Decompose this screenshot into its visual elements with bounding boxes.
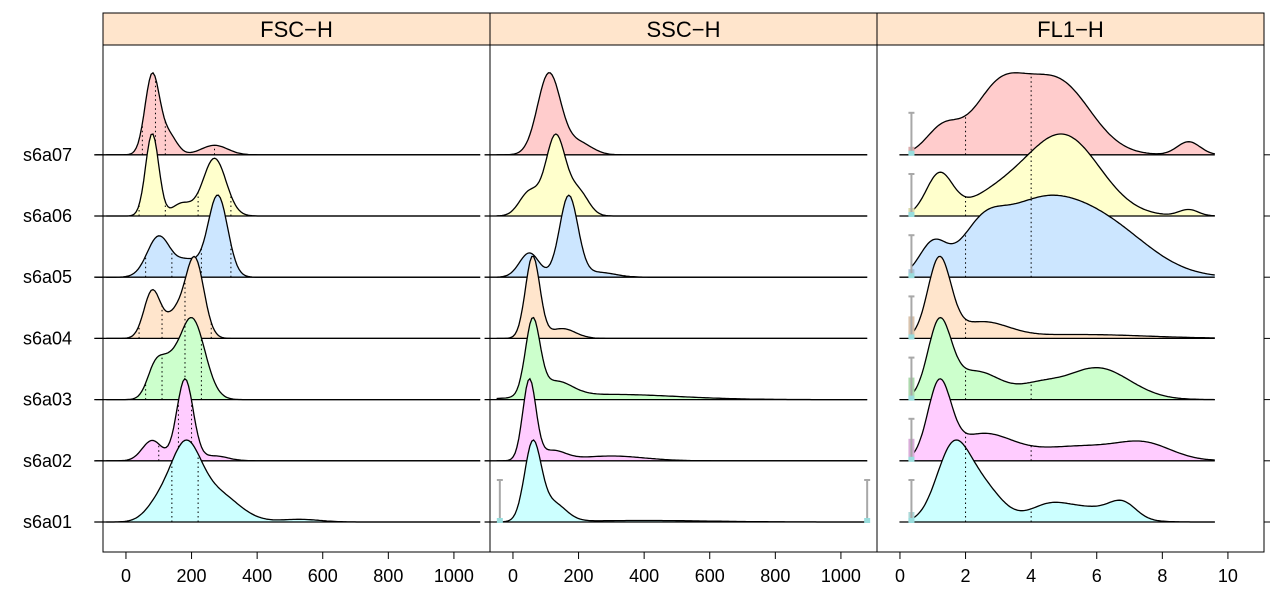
whisker-point (908, 273, 915, 279)
x-tick-label: 600 (695, 566, 725, 586)
row-label-s6a06: s6a06 (23, 206, 72, 226)
ridge-s6a01 (94, 439, 481, 523)
density-fill (106, 317, 481, 400)
whisker-point (908, 334, 915, 340)
row-label-s6a05: s6a05 (23, 267, 72, 287)
x-tick-label: 1000 (821, 566, 861, 586)
whisker-point (908, 518, 915, 523)
density-line (910, 316, 1215, 401)
x-tick-label: 8 (1157, 566, 1167, 586)
density-fill (911, 134, 1215, 216)
panel-1: FSC−H (94, 12, 491, 553)
panel-strip (876, 12, 1265, 46)
panel-strip-label: FSC−H (260, 17, 333, 42)
density-fill (106, 440, 481, 522)
row-label-s6a07: s6a07 (23, 145, 72, 165)
row-label-s6a02: s6a02 (23, 451, 72, 471)
whisker-point (908, 456, 915, 462)
ridge-s6a06 (484, 133, 868, 217)
density-line (910, 255, 1215, 339)
panel-2: SSC−H (484, 12, 878, 553)
ridge-s6a06 (94, 133, 481, 217)
x-tick-label: 4 (1026, 566, 1036, 586)
ridge-s6a01 (484, 439, 868, 523)
x-axis-2: 0 200 400 600 800 1000 (508, 552, 861, 586)
x-tick-label: 200 (564, 566, 594, 586)
x-tick-label: 2 (961, 566, 971, 586)
density-fill (911, 378, 1215, 461)
density-fill (106, 256, 481, 339)
x-tick-label: 600 (308, 566, 338, 586)
whisker-point (908, 150, 915, 156)
density-fill (106, 195, 481, 278)
x-axis-3: 0 2 4 6 8 10 (895, 552, 1238, 586)
density-fill (496, 440, 868, 522)
density-fill (106, 72, 481, 155)
row-label-s6a01: s6a01 (23, 512, 72, 532)
density-fill (496, 72, 868, 155)
ridge-s6a05 (94, 194, 481, 278)
whisker-point (908, 212, 915, 217)
density-fill (911, 195, 1215, 278)
x-tick-label: 0 (121, 566, 131, 586)
row-label-s6a03: s6a03 (23, 390, 72, 410)
x-tick-label: 10 (1218, 566, 1238, 586)
panel-border (876, 44, 1265, 553)
x-tick-label: 400 (629, 566, 659, 586)
panel-3: FL1−H (876, 12, 1265, 553)
ridge-s6a07 (94, 71, 481, 156)
y-axis: s6a01 s6a02 s6a03 s6a04 s6a05 s6a06 s6a07 (23, 145, 1270, 532)
row-label-s6a04: s6a04 (23, 328, 72, 348)
x-tick-label: 0 (895, 566, 905, 586)
density-line (910, 378, 1215, 461)
density-line (910, 194, 1215, 276)
panel-strip-label: SSC−H (647, 17, 721, 42)
ridge-s6a03 (94, 316, 481, 401)
density-fill (496, 134, 868, 216)
x-tick-label: 1000 (434, 566, 474, 586)
x-tick-label: 400 (242, 566, 272, 586)
whisker-point (496, 518, 503, 523)
density-line (911, 72, 1215, 155)
density-fill (106, 134, 481, 216)
density-fill (911, 317, 1215, 400)
whisker-point (864, 518, 871, 523)
x-tick-label: 800 (760, 566, 790, 586)
panel-strip-label: FL1−H (1037, 17, 1104, 42)
ridge-s6a04 (94, 255, 481, 340)
x-tick-label: 0 (508, 566, 518, 586)
density-fill (911, 440, 1215, 522)
density-fill (911, 72, 1215, 155)
axes-layer: 0 200 400 600 800 1000 0 200 400 600 800 1000 0 2 4 6 8 1… (23, 145, 1270, 586)
panels-layer: FSC−H SSC−H FL1−H (94, 12, 1265, 553)
boundary-whiskers (908, 111, 915, 523)
ridge-s6a02 (94, 377, 481, 462)
whisker-point (908, 395, 915, 401)
panel-strip (102, 12, 491, 46)
density-line (911, 133, 1215, 217)
density-fill (106, 378, 481, 461)
x-tick-label: 800 (373, 566, 403, 586)
ridge-s6a07 (484, 72, 868, 156)
x-tick-label: 6 (1092, 566, 1102, 586)
x-tick-label: 200 (177, 566, 207, 586)
density-line (911, 439, 1215, 523)
x-axis-1: 0 200 400 600 800 1000 (121, 552, 474, 586)
boundary-whiskers (496, 479, 871, 523)
